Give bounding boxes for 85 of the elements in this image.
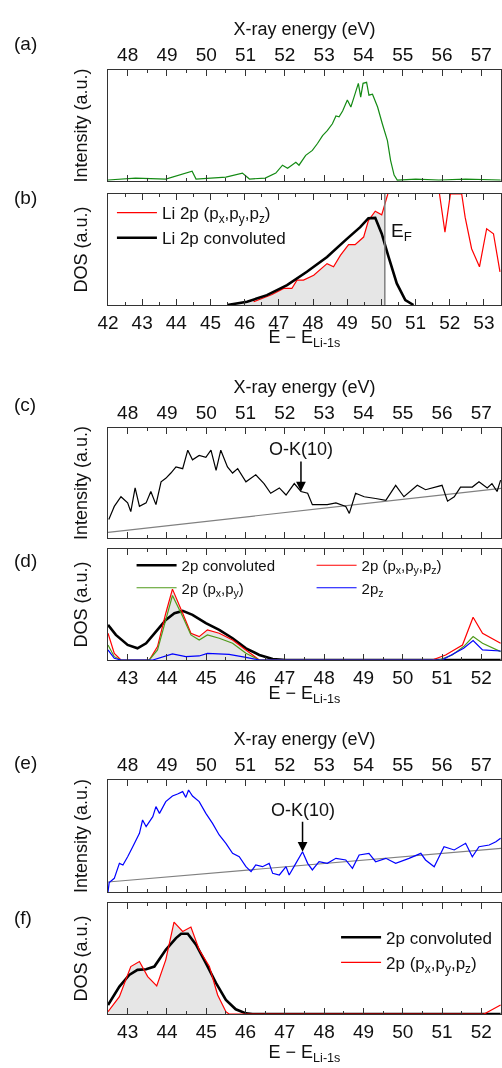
y-axis-title: DOS (a.u.) [71,561,92,648]
x-axis-title: E − E$_{Li-1s}$ [268,1042,341,1065]
text: (d) [14,550,38,571]
y-axis-title: DOS (a.u.) [71,206,92,293]
x-tick-label: 53 [313,754,335,776]
legend-label: Li 2p (p$_{x}$,p$_{y}$,p$_{z}$) [161,204,271,226]
x-tick-label: 51 [234,402,257,424]
legend-label: 2p$_{z}$ [361,579,384,599]
x-tick-label: 56 [431,44,453,66]
x-tick-label: 48 [117,44,139,66]
x-tick-label: 49 [156,402,178,424]
text: (a) [14,33,38,54]
x-tick-label: 52 [274,754,296,776]
x-tick-label: 51 [431,667,453,688]
x-tick-label: 46 [234,667,257,688]
x-tick-label: 44 [156,1021,178,1042]
text: (c) [14,394,37,415]
y-axis-title: Intensity (a.u.) [71,778,92,894]
x-tick-label: 52 [274,44,296,66]
x-tick-label: 54 [352,754,375,776]
x-tick-label: 50 [370,312,392,333]
x-tick-label: 51 [405,312,427,333]
x-tick-label: 51 [431,1021,453,1042]
x-tick-label: 53 [473,312,495,333]
x-tick-label: 49 [352,1021,375,1042]
x-tick-label: 50 [392,667,414,688]
x-tick-label: 49 [336,312,358,333]
text: (f) [14,907,32,928]
x-tick-label: 49 [156,754,178,776]
x-tick-label: 54 [352,402,375,424]
legend-label: 2p (p$_{x}$,p$_{y}$) [181,579,244,599]
x-tick-label: 57 [470,44,492,66]
x-tick-label: 49 [156,44,178,66]
x-tick-label: 57 [470,402,492,424]
x-tick-label: 53 [313,44,335,66]
x-tick-label: 57 [470,754,492,776]
x-tick-label: 42 [97,312,119,333]
legend-label: 2p convoluted [386,928,492,948]
legend-label: 2p convoluted [181,557,275,575]
legend-label: 2p (p$_{x}$,p$_{y}$,p$_{z}$) [386,953,477,976]
legend-label: 2p (p$_{x}$,p$_{y}$,p$_{z}$) [361,557,442,577]
x-tick-label: 48 [313,1021,335,1042]
x-axis-title: X-ray energy (eV) [233,18,376,39]
x-tick-label: 47 [274,1021,296,1042]
x-tick-label: 44 [156,667,178,688]
x-tick-label: 50 [195,754,217,776]
x-tick-label: 52 [470,1021,492,1042]
x-tick-label: 43 [117,667,139,688]
x-tick-label: 51 [234,754,257,776]
x-tick-label: 51 [234,44,257,66]
x-tick-label: 53 [313,402,335,424]
text: (b) [14,187,38,208]
x-tick-label: 56 [431,402,453,424]
x-tick-label: 55 [392,44,414,66]
y-axis-title: Intensity (a.u.) [71,68,92,183]
x-tick-label: 43 [131,312,153,333]
x-tick-label: 45 [195,1021,217,1042]
x-tick-label: 48 [117,754,139,776]
x-tick-label: 52 [439,312,461,333]
x-tick-label: 55 [392,402,414,424]
x-tick-label: 46 [234,312,256,333]
x-tick-label: 55 [392,754,414,776]
x-tick-label: 52 [274,402,296,424]
x-tick-label: 49 [352,667,375,688]
x-axis-title: X-ray energy (eV) [233,376,376,397]
x-tick-label: 48 [117,402,139,424]
annotation: O-K(10) [271,800,336,820]
annotation: O-K(10) [269,439,334,459]
x-axis-title: X-ray energy (eV) [233,728,376,749]
x-tick-label: 52 [470,667,492,688]
x-tick-label: 45 [199,312,222,333]
x-tick-label: 44 [165,312,188,333]
x-tick-label: 50 [195,44,217,66]
x-tick-label: 50 [195,402,217,424]
ref-line-label: E$_{F}$ [391,220,412,244]
x-tick-label: 56 [431,754,453,776]
x-tick-label: 43 [117,1021,139,1042]
x-tick-label: 50 [392,1021,414,1042]
y-axis-title: Intensity (a.u.) [71,425,92,541]
x-tick-label: 54 [352,44,375,66]
x-tick-label: 46 [234,1021,257,1042]
y-axis-title: DOS (a.u.) [71,915,92,1002]
legend-label: Li 2p convoluted [161,229,286,249]
x-tick-label: 45 [195,667,217,688]
text: (e) [14,752,38,773]
